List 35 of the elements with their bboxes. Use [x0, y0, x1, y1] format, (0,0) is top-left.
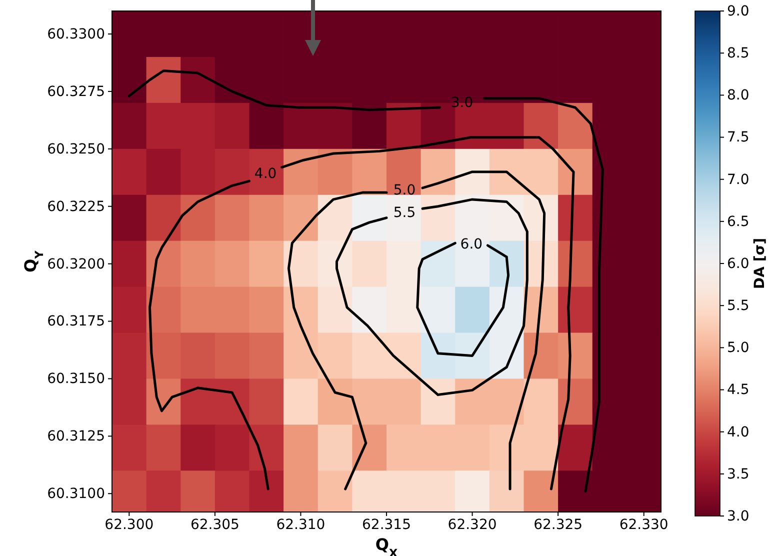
- series-label: 4.0: [254, 166, 277, 182]
- x-tick-label: 62.310: [276, 516, 326, 533]
- y-tick-label: 60.3250: [47, 141, 105, 158]
- y-tick-label: 60.3150: [47, 371, 105, 388]
- color-bar-label: 5.5: [727, 298, 750, 314]
- color-bar-label: 8.5: [727, 46, 750, 62]
- x-tick-label: 62.325: [534, 516, 583, 533]
- y-tick-label: 60.3200: [47, 256, 105, 272]
- color-bar-label: 8.0: [727, 88, 750, 104]
- color-bar-label: 9.0: [727, 3, 750, 20]
- y-tick-label: 60.3175: [47, 314, 105, 330]
- color-bar-label: 5.0: [727, 340, 750, 356]
- color-bar-label: 4.0: [727, 424, 750, 440]
- y-tick-label: 60.3300: [47, 26, 105, 42]
- y-tick-label: 60.3125: [47, 428, 105, 445]
- color-bar-label: 6.5: [727, 214, 750, 230]
- series-label: 3.0: [450, 94, 474, 111]
- color-bar-label: 3.0: [727, 508, 750, 524]
- x-tick-label: 62.300: [104, 516, 154, 533]
- y-tick-label: 60.3225: [47, 198, 105, 215]
- x-tick-label: 62.320: [448, 516, 497, 533]
- series-label: 5.5: [393, 205, 416, 222]
- color-bar-label: 4.5: [727, 382, 750, 398]
- y-tick-label: 60.3275: [47, 84, 105, 100]
- color-bar-label: 7.5: [727, 130, 750, 146]
- x-tick-label: 62.305: [190, 516, 240, 533]
- y-tick-label: 60.3100: [47, 486, 105, 502]
- x-tick-label: 62.315: [362, 516, 411, 533]
- x-tick-label: 62.330: [619, 516, 668, 533]
- color-bar-title: DA [σ]: [752, 238, 768, 290]
- color-bar-label: 7.0: [727, 172, 750, 188]
- series-label: 6.0: [460, 236, 483, 252]
- color-bar-label: 6.0: [727, 256, 750, 272]
- series-label: 5.0: [393, 182, 416, 198]
- color-bar-label: 3.5: [727, 466, 750, 482]
